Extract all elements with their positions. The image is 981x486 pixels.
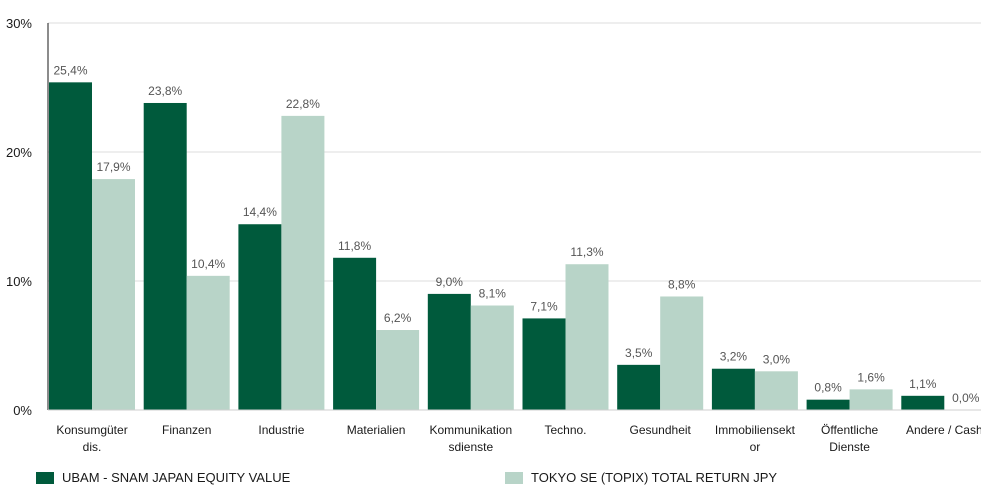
data-label: 9,0% — [436, 275, 464, 289]
data-label: 8,8% — [668, 277, 696, 291]
x-tick-label: Andere / Cash — [906, 423, 981, 437]
bar-series-2 — [470, 305, 514, 410]
y-tick-label: 20% — [6, 145, 32, 160]
bar-chart: 0% 10% 20% 30% 25,4% 17,9% 23,8% 10,4% 14,4% 22,… — [6, 16, 981, 454]
legend-label-series-1: UBAM - SNAM JAPAN EQUITY VALUE — [62, 470, 291, 485]
y-tick-label: 0% — [13, 403, 32, 418]
bar-series-1 — [617, 364, 661, 410]
x-tick-label: Konsumgüter dis. — [56, 423, 127, 454]
y-axis-tick-labels: 0% 10% 20% 30% — [6, 16, 32, 418]
x-tick-label: Materialien — [347, 423, 406, 437]
data-label: 6,2% — [384, 311, 412, 325]
bar-series-2 — [92, 179, 135, 410]
data-label: 11,8% — [338, 239, 371, 253]
bar-series-1 — [49, 82, 92, 410]
bar-series-2 — [660, 296, 704, 410]
data-label: 0,8% — [814, 381, 842, 395]
x-tick-label: Techno. — [544, 423, 586, 437]
bar-series-1 — [806, 399, 850, 410]
data-label: 1,6% — [857, 370, 885, 384]
data-label: 8,1% — [479, 287, 507, 301]
data-label: 11,3% — [570, 245, 603, 259]
bar-series-1 — [238, 224, 282, 410]
legend-label-series-2: TOKYO SE (TOPIX) TOTAL RETURN JPY — [531, 470, 778, 485]
bar-series-1 — [901, 395, 945, 410]
bars — [49, 82, 945, 410]
bar-series-2 — [849, 389, 893, 410]
y-tick-label: 10% — [6, 274, 32, 289]
gridlines — [48, 22, 981, 282]
x-tick-label: Öffentliche Dienste — [821, 423, 878, 454]
bar-series-2 — [186, 275, 230, 410]
legend-item-series-1: UBAM - SNAM JAPAN EQUITY VALUE — [36, 470, 290, 485]
bar-series-1 — [711, 368, 755, 410]
bar-series-1 — [143, 102, 187, 410]
bar-series-2 — [376, 330, 420, 410]
data-label: 1,1% — [909, 377, 937, 391]
data-label: 22,8% — [286, 97, 320, 111]
x-tick-label: Gesundheit — [630, 423, 692, 437]
data-label: 17,9% — [96, 160, 130, 174]
legend-item-series-2: TOKYO SE (TOPIX) TOTAL RETURN JPY — [505, 470, 777, 485]
legend: UBAM - SNAM JAPAN EQUITY VALUE TOKYO SE … — [0, 470, 981, 486]
data-label: 3,0% — [763, 352, 791, 366]
axes — [47, 23, 981, 411]
bar-series-1 — [333, 257, 377, 410]
x-tick-label: Immobiliensekt or — [715, 423, 796, 454]
legend-swatch-series-1 — [36, 471, 54, 484]
bar-series-2 — [281, 115, 325, 410]
y-tick-label: 30% — [6, 16, 32, 31]
data-label: 10,4% — [191, 257, 225, 271]
legend-swatch-series-2 — [505, 471, 523, 484]
data-label: 14,4% — [243, 205, 277, 219]
bar-series-1 — [427, 293, 471, 410]
data-label: 0,0% — [952, 391, 980, 405]
bar-series-2 — [565, 264, 609, 410]
data-label: 23,8% — [148, 84, 182, 98]
data-label: 3,2% — [720, 350, 748, 364]
bar-series-1 — [522, 318, 566, 410]
data-label: 3,5% — [625, 346, 653, 360]
x-tick-label: Industrie — [258, 423, 304, 437]
data-labels: 25,4% 17,9% 23,8% 10,4% 14,4% 22,8% 11,8% 6,2% 9… — [53, 63, 979, 405]
bar-series-2 — [754, 371, 798, 410]
data-label: 25,4% — [53, 63, 87, 77]
data-label: 7,1% — [530, 299, 558, 313]
x-tick-label: Finanzen — [162, 423, 211, 437]
category-labels: Konsumgüter dis. Finanzen Industrie Material… — [56, 423, 981, 454]
x-tick-label: Kommunikation sdienste — [429, 423, 512, 454]
